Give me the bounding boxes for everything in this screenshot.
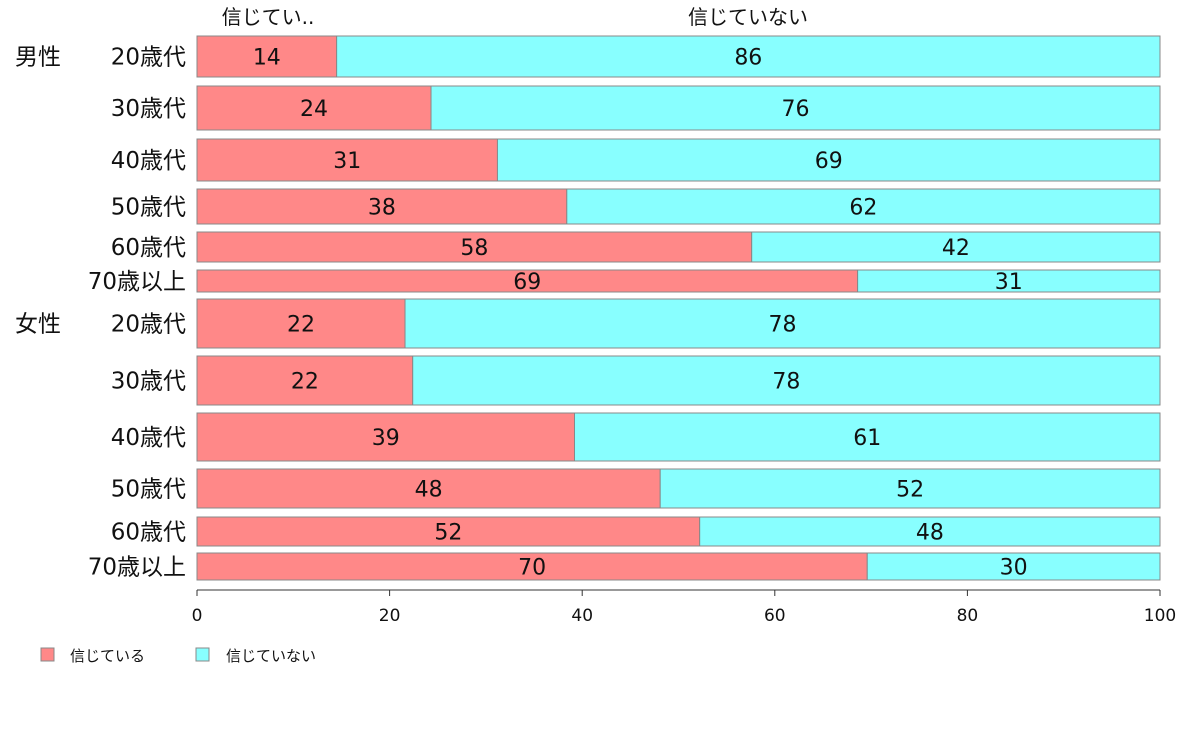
row-label: 40歳代 — [111, 148, 186, 174]
data-label-believe: 22 — [287, 313, 315, 338]
data-label-believe: 38 — [368, 196, 396, 221]
bar-segment-not-believe — [751, 231, 1161, 263]
legend-label: 信じている — [70, 647, 145, 665]
x-tick-label: 20 — [379, 606, 401, 626]
data-label-not-believe: 30 — [1000, 556, 1028, 581]
data-label-believe: 22 — [291, 370, 319, 395]
data-label-not-believe: 61 — [853, 426, 881, 451]
column-header-1: 信じていない — [688, 5, 808, 29]
legend-swatch — [195, 647, 210, 662]
data-label-not-believe: 31 — [995, 270, 1023, 295]
data-label-not-believe: 76 — [782, 97, 810, 122]
bar-segment-not-believe — [412, 355, 1161, 406]
row-label: 50歳代 — [111, 195, 186, 221]
x-tick-label: 40 — [571, 606, 593, 626]
bar-segment-not-believe — [857, 269, 1161, 293]
row-label: 30歳代 — [111, 96, 186, 122]
bar-segment-not-believe — [404, 298, 1161, 349]
data-label-believe: 24 — [300, 97, 328, 122]
row-label: 60歳代 — [111, 235, 186, 261]
data-label-not-believe: 62 — [849, 196, 877, 221]
x-tick-label: 0 — [192, 606, 203, 626]
group-label: 男性 — [15, 45, 61, 71]
row-label: 50歳代 — [111, 477, 186, 503]
data-label-not-believe: 78 — [772, 370, 800, 395]
data-label-not-believe: 52 — [896, 478, 924, 503]
bar-segment-not-believe — [866, 552, 1161, 581]
data-label-believe: 70 — [518, 556, 546, 581]
row-label: 70歳以上 — [88, 269, 186, 295]
data-label-believe: 69 — [513, 270, 541, 295]
x-tick-label: 80 — [957, 606, 979, 626]
bar-segment-believe — [196, 35, 338, 78]
data-label-believe: 52 — [434, 521, 462, 546]
bar-segment-not-believe — [336, 35, 1161, 78]
column-header-0: 信じてい.. — [222, 5, 315, 29]
bar-segment-believe — [196, 85, 432, 131]
bar-segment-believe — [196, 138, 498, 182]
data-label-believe: 31 — [333, 149, 361, 174]
data-label-believe: 58 — [460, 236, 488, 261]
data-label-believe: 14 — [253, 46, 281, 71]
data-label-not-believe: 42 — [942, 236, 970, 261]
data-label-not-believe: 69 — [815, 149, 843, 174]
bar-segment-believe — [196, 468, 661, 509]
data-label-believe: 39 — [372, 426, 400, 451]
bar-segment-not-believe — [659, 468, 1161, 509]
x-tick-label: 100 — [1144, 606, 1176, 626]
bar-segment-believe — [196, 231, 753, 263]
bar-segment-believe — [196, 298, 406, 349]
group-label: 女性 — [15, 312, 61, 338]
x-tick-label: 60 — [764, 606, 786, 626]
bar-segment-not-believe — [496, 138, 1161, 182]
row-label: 30歳代 — [111, 369, 186, 395]
data-label-not-believe: 86 — [734, 46, 762, 71]
row-label: 40歳代 — [111, 425, 186, 451]
bar-segment-not-believe — [573, 412, 1161, 462]
bar-segment-believe — [196, 188, 568, 225]
row-label: 20歳代 — [111, 312, 186, 338]
bar-segment-believe — [196, 355, 414, 406]
row-label: 20歳代 — [111, 45, 186, 71]
bar-segment-not-believe — [430, 85, 1161, 131]
bar-segment-not-believe — [566, 188, 1161, 225]
row-label: 60歳代 — [111, 520, 186, 546]
data-label-believe: 48 — [415, 478, 443, 503]
legend-swatch — [40, 647, 55, 662]
legend-label: 信じていない — [226, 647, 316, 665]
row-label: 70歳以上 — [88, 555, 186, 581]
data-label-not-believe: 48 — [916, 521, 944, 546]
bar-segment-believe — [196, 552, 868, 581]
bar-segment-not-believe — [699, 516, 1161, 547]
data-label-not-believe: 78 — [769, 313, 797, 338]
